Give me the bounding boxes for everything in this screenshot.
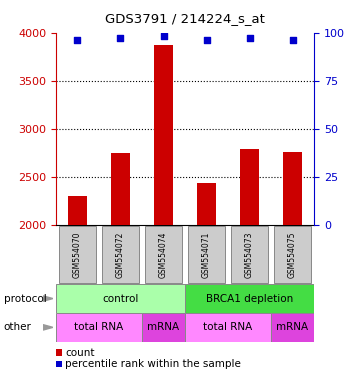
Bar — [240, 149, 259, 225]
Point — [75, 37, 81, 43]
Bar — [56, 313, 142, 342]
Point — [247, 35, 252, 41]
Bar — [56, 284, 185, 313]
Text: mRNA: mRNA — [277, 322, 309, 333]
Bar — [271, 313, 314, 342]
Bar — [283, 152, 302, 225]
Point — [161, 33, 166, 40]
Text: control: control — [102, 293, 139, 304]
Text: GSM554071: GSM554071 — [202, 231, 211, 278]
Text: percentile rank within the sample: percentile rank within the sample — [65, 359, 241, 369]
Text: mRNA: mRNA — [147, 322, 179, 333]
Bar — [154, 45, 173, 225]
Text: other: other — [4, 322, 31, 333]
Text: GSM554074: GSM554074 — [159, 231, 168, 278]
FancyBboxPatch shape — [58, 226, 96, 283]
Bar — [111, 153, 130, 225]
Text: total RNA: total RNA — [74, 322, 123, 333]
Bar — [185, 284, 314, 313]
Text: GDS3791 / 214224_s_at: GDS3791 / 214224_s_at — [105, 12, 265, 25]
Text: GSM554070: GSM554070 — [73, 231, 82, 278]
Text: total RNA: total RNA — [203, 322, 253, 333]
Bar — [185, 313, 271, 342]
Point — [204, 37, 209, 43]
Point — [118, 35, 123, 41]
FancyBboxPatch shape — [231, 226, 269, 283]
FancyBboxPatch shape — [188, 226, 226, 283]
Text: GSM554072: GSM554072 — [116, 231, 125, 278]
Text: count: count — [65, 348, 95, 358]
FancyBboxPatch shape — [101, 226, 139, 283]
Point — [290, 37, 295, 43]
Bar — [68, 196, 87, 225]
Text: protocol: protocol — [4, 293, 46, 304]
Polygon shape — [43, 296, 53, 301]
Text: GSM554073: GSM554073 — [245, 231, 254, 278]
Bar — [197, 184, 216, 225]
Text: GSM554075: GSM554075 — [288, 231, 297, 278]
FancyBboxPatch shape — [144, 226, 182, 283]
Polygon shape — [43, 325, 53, 330]
FancyBboxPatch shape — [274, 226, 312, 283]
Bar — [142, 313, 185, 342]
Text: BRCA1 depletion: BRCA1 depletion — [206, 293, 293, 304]
